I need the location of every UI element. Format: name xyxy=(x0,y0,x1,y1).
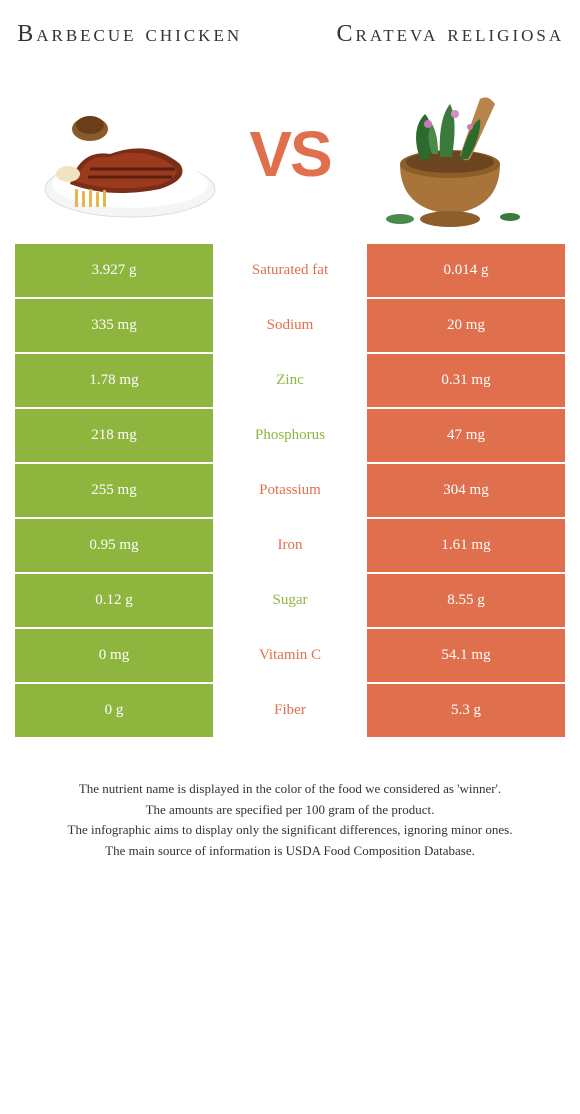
right-value-cell: 0.31 mg xyxy=(367,354,565,409)
left-value-cell: 1.78 mg xyxy=(15,354,213,409)
right-value-cell: 304 mg xyxy=(367,464,565,519)
right-value-cell: 1.61 mg xyxy=(367,519,565,574)
table-row: 335 mgSodium20 mg xyxy=(15,299,565,354)
right-food-column: Crateva religiosa xyxy=(336,20,565,229)
nutrient-label-cell: Zinc xyxy=(213,354,367,409)
nutrient-label-cell: Sodium xyxy=(213,299,367,354)
table-row: 0.95 mgIron1.61 mg xyxy=(15,519,565,574)
right-value-cell: 54.1 mg xyxy=(367,629,565,684)
left-value-cell: 0.95 mg xyxy=(15,519,213,574)
barbecue-chicken-icon xyxy=(40,69,220,229)
table-row: 0 mgVitamin C54.1 mg xyxy=(15,629,565,684)
left-food-image xyxy=(40,69,220,229)
crateva-religiosa-icon xyxy=(360,69,540,229)
nutrient-label-cell: Sugar xyxy=(213,574,367,629)
right-food-title: Crateva religiosa xyxy=(337,20,565,49)
table-row: 3.927 gSaturated fat0.014 g xyxy=(15,244,565,299)
nutrient-label-cell: Phosphorus xyxy=(213,409,367,464)
right-value-cell: 47 mg xyxy=(367,409,565,464)
nutrient-label-cell: Vitamin C xyxy=(213,629,367,684)
left-value-cell: 0 mg xyxy=(15,629,213,684)
right-value-cell: 8.55 g xyxy=(367,574,565,629)
left-value-cell: 0.12 g xyxy=(15,574,213,629)
vs-label: VS xyxy=(249,57,330,191)
left-value-cell: 3.927 g xyxy=(15,244,213,299)
footer-line: The amounts are specified per 100 gram o… xyxy=(25,800,555,821)
table-row: 218 mgPhosphorus47 mg xyxy=(15,409,565,464)
table-row: 255 mgPotassium304 mg xyxy=(15,464,565,519)
nutrient-comparison-table: 3.927 gSaturated fat0.014 g335 mgSodium2… xyxy=(15,244,565,739)
right-value-cell: 5.3 g xyxy=(367,684,565,739)
right-value-cell: 20 mg xyxy=(367,299,565,354)
table-row: 0.12 gSugar8.55 g xyxy=(15,574,565,629)
table-body: 3.927 gSaturated fat0.014 g335 mgSodium2… xyxy=(15,244,565,739)
footer-notes: The nutrient name is displayed in the co… xyxy=(15,779,565,862)
footer-line: The infographic aims to display only the… xyxy=(25,820,555,841)
right-value-cell: 0.014 g xyxy=(367,244,565,299)
right-food-image xyxy=(360,69,540,229)
nutrient-label-cell: Iron xyxy=(213,519,367,574)
footer-line: The nutrient name is displayed in the co… xyxy=(25,779,555,800)
footer-line: The main source of information is USDA F… xyxy=(25,841,555,862)
nutrient-label-cell: Fiber xyxy=(213,684,367,739)
table-row: 0 gFiber5.3 g xyxy=(15,684,565,739)
left-value-cell: 218 mg xyxy=(15,409,213,464)
left-food-title: Barbecue chicken xyxy=(17,20,242,49)
left-value-cell: 255 mg xyxy=(15,464,213,519)
left-value-cell: 335 mg xyxy=(15,299,213,354)
comparison-header: Barbecue chicken VS Crateva religiosa xyxy=(15,20,565,229)
nutrient-label-cell: Saturated fat xyxy=(213,244,367,299)
left-food-column: Barbecue chicken xyxy=(15,20,244,229)
table-row: 1.78 mgZinc0.31 mg xyxy=(15,354,565,409)
nutrient-label-cell: Potassium xyxy=(213,464,367,519)
left-value-cell: 0 g xyxy=(15,684,213,739)
